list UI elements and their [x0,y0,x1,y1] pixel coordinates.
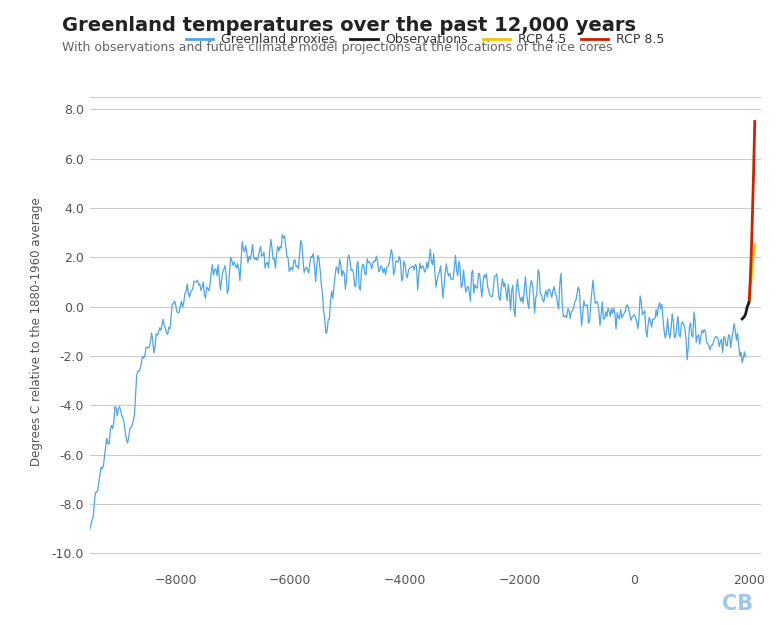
Text: With observations and future climate model projections at the locations of the i: With observations and future climate mod… [62,41,613,54]
Y-axis label: Degrees C relative to the 1880-1960 average: Degrees C relative to the 1880-1960 aver… [30,197,44,466]
Text: Greenland temperatures over the past 12,000 years: Greenland temperatures over the past 12,… [62,16,636,34]
Text: CB: CB [722,594,753,614]
Legend: Greenland proxies, Observations, RCP 4.5, RCP 8.5: Greenland proxies, Observations, RCP 4.5… [181,28,669,51]
